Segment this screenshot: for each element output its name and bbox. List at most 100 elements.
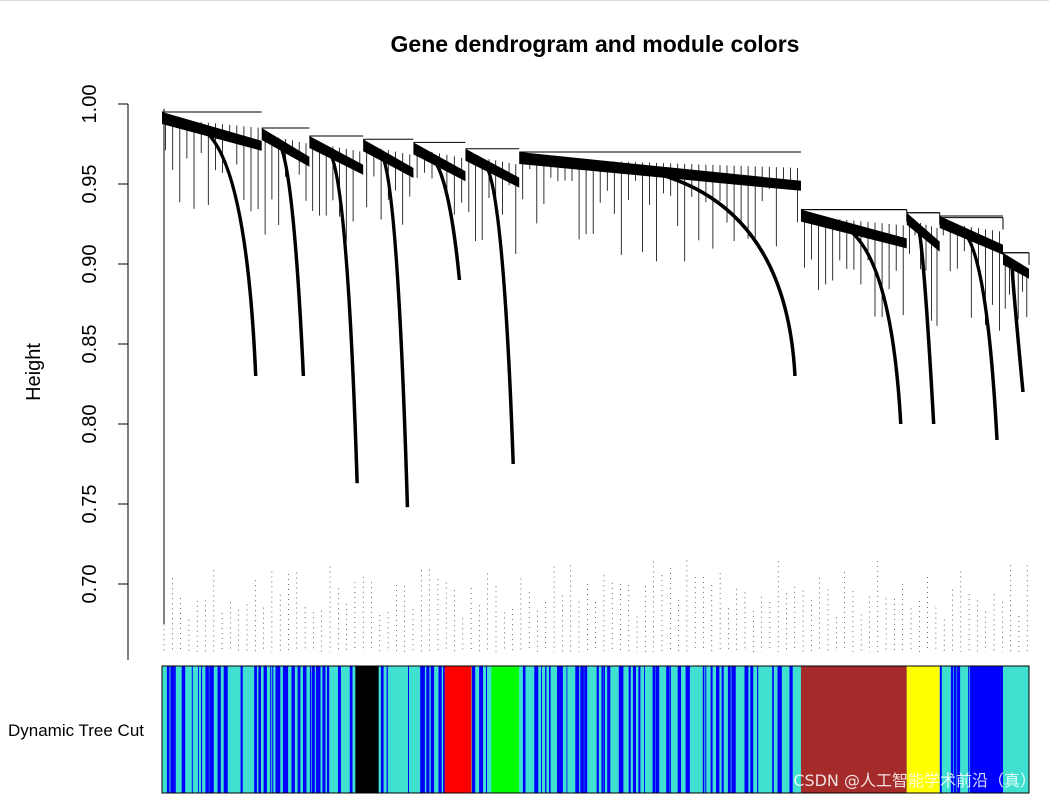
module-stripe-blue bbox=[225, 666, 226, 793]
module-stripe-blue bbox=[272, 666, 274, 793]
module-stripe-blue bbox=[254, 666, 257, 793]
module-stripe-blue bbox=[275, 666, 278, 793]
module-stripe-blue bbox=[522, 666, 525, 793]
module-stripe-blue bbox=[677, 666, 681, 793]
branch-tail bbox=[430, 155, 462, 281]
module-stripe-blue bbox=[327, 666, 330, 793]
merge-band bbox=[1002, 252, 1029, 279]
module-stripe-blue bbox=[601, 666, 604, 793]
module-stripe-blue bbox=[702, 666, 705, 793]
module-stripe-blue bbox=[338, 666, 341, 793]
module-stripe-blue bbox=[472, 666, 476, 793]
module-stripe-blue bbox=[171, 666, 173, 793]
module-stripe-blue bbox=[174, 666, 176, 793]
module-stripe-blue bbox=[223, 666, 225, 793]
module-stripe-blue bbox=[318, 666, 321, 793]
module-stripe-blue bbox=[426, 666, 430, 793]
module-stripe-blue bbox=[575, 666, 579, 793]
module-stripe-blue bbox=[638, 666, 641, 793]
module-stripe-blue bbox=[652, 666, 656, 793]
module-stripe-blue bbox=[608, 666, 611, 793]
module-stripe-blue bbox=[621, 666, 624, 793]
module-stripe-blue bbox=[303, 666, 307, 793]
module-stripe-blue bbox=[166, 666, 170, 793]
y-tick-label: 0.75 bbox=[79, 485, 101, 524]
module-stripe-blue bbox=[240, 666, 243, 793]
module-stripe-blue bbox=[757, 666, 759, 793]
branch-tail bbox=[482, 161, 515, 465]
module-stripe-blue bbox=[957, 666, 961, 793]
module-stripe-blue bbox=[580, 666, 583, 793]
module-stripe-blue bbox=[549, 666, 551, 793]
module-stripe-blue bbox=[312, 666, 314, 793]
module-stripe-blue bbox=[559, 666, 563, 793]
merge-band bbox=[519, 152, 801, 191]
module-stripe-blue bbox=[349, 666, 353, 793]
module-stripe-blue bbox=[422, 666, 425, 793]
module-stripe-blue bbox=[479, 666, 483, 793]
module-stripe-blue bbox=[628, 666, 631, 793]
chart-title: Gene dendrogram and module colors bbox=[391, 31, 800, 57]
module-stripe-blue bbox=[685, 666, 688, 793]
module-stripe-blue bbox=[386, 666, 388, 793]
module-stripe-blue bbox=[750, 666, 754, 793]
module-stripe-blue bbox=[597, 666, 599, 793]
module-stripe-blue bbox=[201, 666, 203, 793]
module-stripe-blue bbox=[291, 666, 295, 793]
module-stripe-blue bbox=[217, 666, 221, 793]
dendrogram-tree bbox=[162, 108, 1030, 652]
module-stripe-blue bbox=[224, 666, 228, 793]
y-tick-label: 0.85 bbox=[79, 325, 101, 364]
module-stripe-blue bbox=[285, 666, 289, 793]
merge-band bbox=[162, 112, 262, 151]
module-stripe-blue bbox=[210, 666, 214, 793]
module-stripe-blue bbox=[408, 666, 409, 793]
module-stripe-blue bbox=[545, 666, 547, 793]
module-stripe-blue bbox=[657, 666, 660, 793]
module-stripe-blue bbox=[209, 666, 212, 793]
y-axis-label: Height bbox=[23, 343, 45, 401]
top-border bbox=[0, 0, 1049, 1]
module-stripe-blue bbox=[789, 666, 792, 793]
module-stripe-blue bbox=[264, 666, 267, 793]
module-stripe-blue bbox=[217, 666, 220, 793]
y-tick-label: 0.90 bbox=[79, 245, 101, 284]
y-axis: 0.70 0.75 0.80 0.85 0.90 0.95 1.00 bbox=[79, 85, 129, 660]
color-bar-frame bbox=[161, 665, 1030, 794]
leaf-stubs bbox=[163, 560, 1028, 652]
module-stripe-blue bbox=[727, 666, 729, 793]
y-tick-label: 0.80 bbox=[79, 405, 101, 444]
module-stripe-blue bbox=[584, 666, 588, 793]
module-stripe-blue bbox=[315, 666, 319, 793]
branch-tail bbox=[1010, 266, 1025, 393]
module-stripe-blue bbox=[950, 666, 953, 793]
module-stripe-blue bbox=[939, 666, 942, 793]
module-stripe-blue bbox=[953, 666, 957, 793]
module-stripe-blue bbox=[534, 666, 538, 793]
module-stripe-blue bbox=[731, 666, 733, 793]
merge-band bbox=[906, 212, 940, 252]
module-stripe-blue bbox=[581, 666, 584, 793]
module-stripe-blue bbox=[603, 666, 605, 793]
module-stripe-blue bbox=[733, 666, 736, 793]
module-segment-red bbox=[444, 666, 472, 793]
module-stripe-blue bbox=[728, 666, 731, 793]
branch-tail bbox=[196, 124, 258, 377]
module-stripe-blue bbox=[721, 666, 724, 793]
module-stripe-blue bbox=[705, 666, 707, 793]
branch-tail bbox=[837, 221, 903, 425]
module-stripe-blue bbox=[297, 666, 301, 793]
module-stripe-blue bbox=[438, 666, 441, 793]
module-color-bar bbox=[161, 665, 1030, 794]
module-stripe-blue bbox=[277, 666, 281, 793]
module-stripe-blue bbox=[486, 666, 487, 793]
module-stripe-blue bbox=[772, 666, 774, 793]
module-stripe-blue bbox=[777, 666, 781, 793]
module-segment-yellow bbox=[906, 666, 940, 793]
y-tick-label: 1.00 bbox=[79, 85, 101, 124]
module-segment-turquoise bbox=[519, 666, 801, 793]
module-stripe-blue bbox=[536, 666, 539, 793]
module-stripe-blue bbox=[420, 666, 424, 793]
module-stripe-blue bbox=[523, 666, 526, 793]
